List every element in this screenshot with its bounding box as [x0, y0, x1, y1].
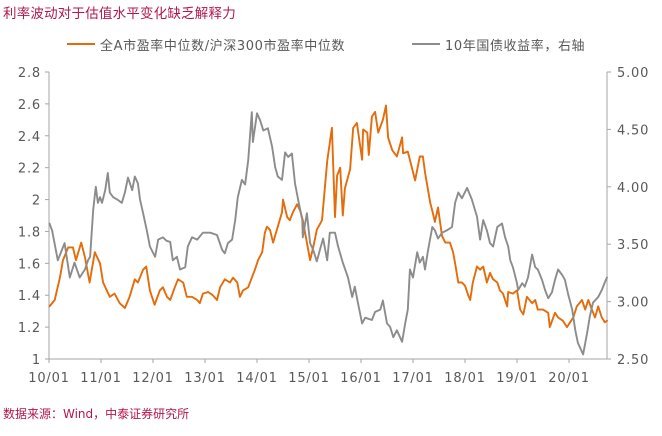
legend-line-gray-icon [412, 43, 440, 45]
left-y-tick-label: 1.6 [18, 257, 41, 272]
x-tick-label: 18/01 [444, 371, 485, 386]
left-y-tick-label: 2.2 [18, 162, 41, 177]
right-y-tick-label: 3.50 [617, 238, 649, 253]
right-y-tick-label: 4.50 [617, 123, 649, 138]
left-y-tick-label: 2 [32, 194, 41, 209]
left-y-tick-label: 2.6 [18, 98, 41, 113]
legend-line-orange-icon [67, 43, 95, 45]
x-tick-label: 10/01 [28, 371, 69, 386]
left-y-tick-label: 2.4 [18, 130, 41, 145]
chart-title: 利率波动对于估值水平变化缺乏解释力 [3, 6, 236, 22]
axes: 1 1.2 1.4 1.6 1.8 2 2.2 2.4 2.6 2.8 2.50 3.00 3.50 4.… [18, 66, 649, 386]
pe-ratio-median-series [48, 104, 608, 329]
bond-yield-10y-series [48, 111, 608, 356]
left-y-tick-label: 1.2 [18, 321, 41, 336]
left-y-tick-label: 2.8 [18, 66, 41, 81]
x-tick-label: 11/01 [80, 371, 121, 386]
x-tick-label: 17/01 [392, 371, 433, 386]
legend-label: 全A市盈率中位数/沪深300市盈率中位数 [100, 38, 346, 54]
x-tick-label: 15/01 [288, 371, 329, 386]
right-y-tick-label: 4.00 [617, 181, 649, 196]
x-tick-label: 20/01 [548, 371, 589, 386]
right-y-tick-label: 5.00 [617, 66, 649, 81]
data-source-note: 数据来源：Wind，中泰证券研究所 [3, 407, 190, 421]
left-y-tick-label: 1 [32, 353, 41, 368]
legend-item-pe-ratio: 全A市盈率中位数/沪深300市盈率中位数 [67, 34, 345, 54]
x-tick-label: 12/01 [132, 371, 173, 386]
right-y-tick-label: 2.50 [617, 353, 649, 368]
legend-label: 10年国债收益率，右轴 [445, 38, 586, 54]
x-tick-label: 16/01 [340, 371, 381, 386]
right-y-tick-label: 3.00 [617, 296, 649, 311]
x-tick-label: 13/01 [184, 371, 225, 386]
x-tick-label: 19/01 [496, 371, 537, 386]
left-y-tick-label: 1.8 [18, 225, 41, 240]
x-tick-label: 14/01 [236, 371, 277, 386]
left-y-tick-label: 1.4 [18, 289, 41, 304]
legend-item-bond-yield: 10年国债收益率，右轴 [412, 34, 585, 54]
